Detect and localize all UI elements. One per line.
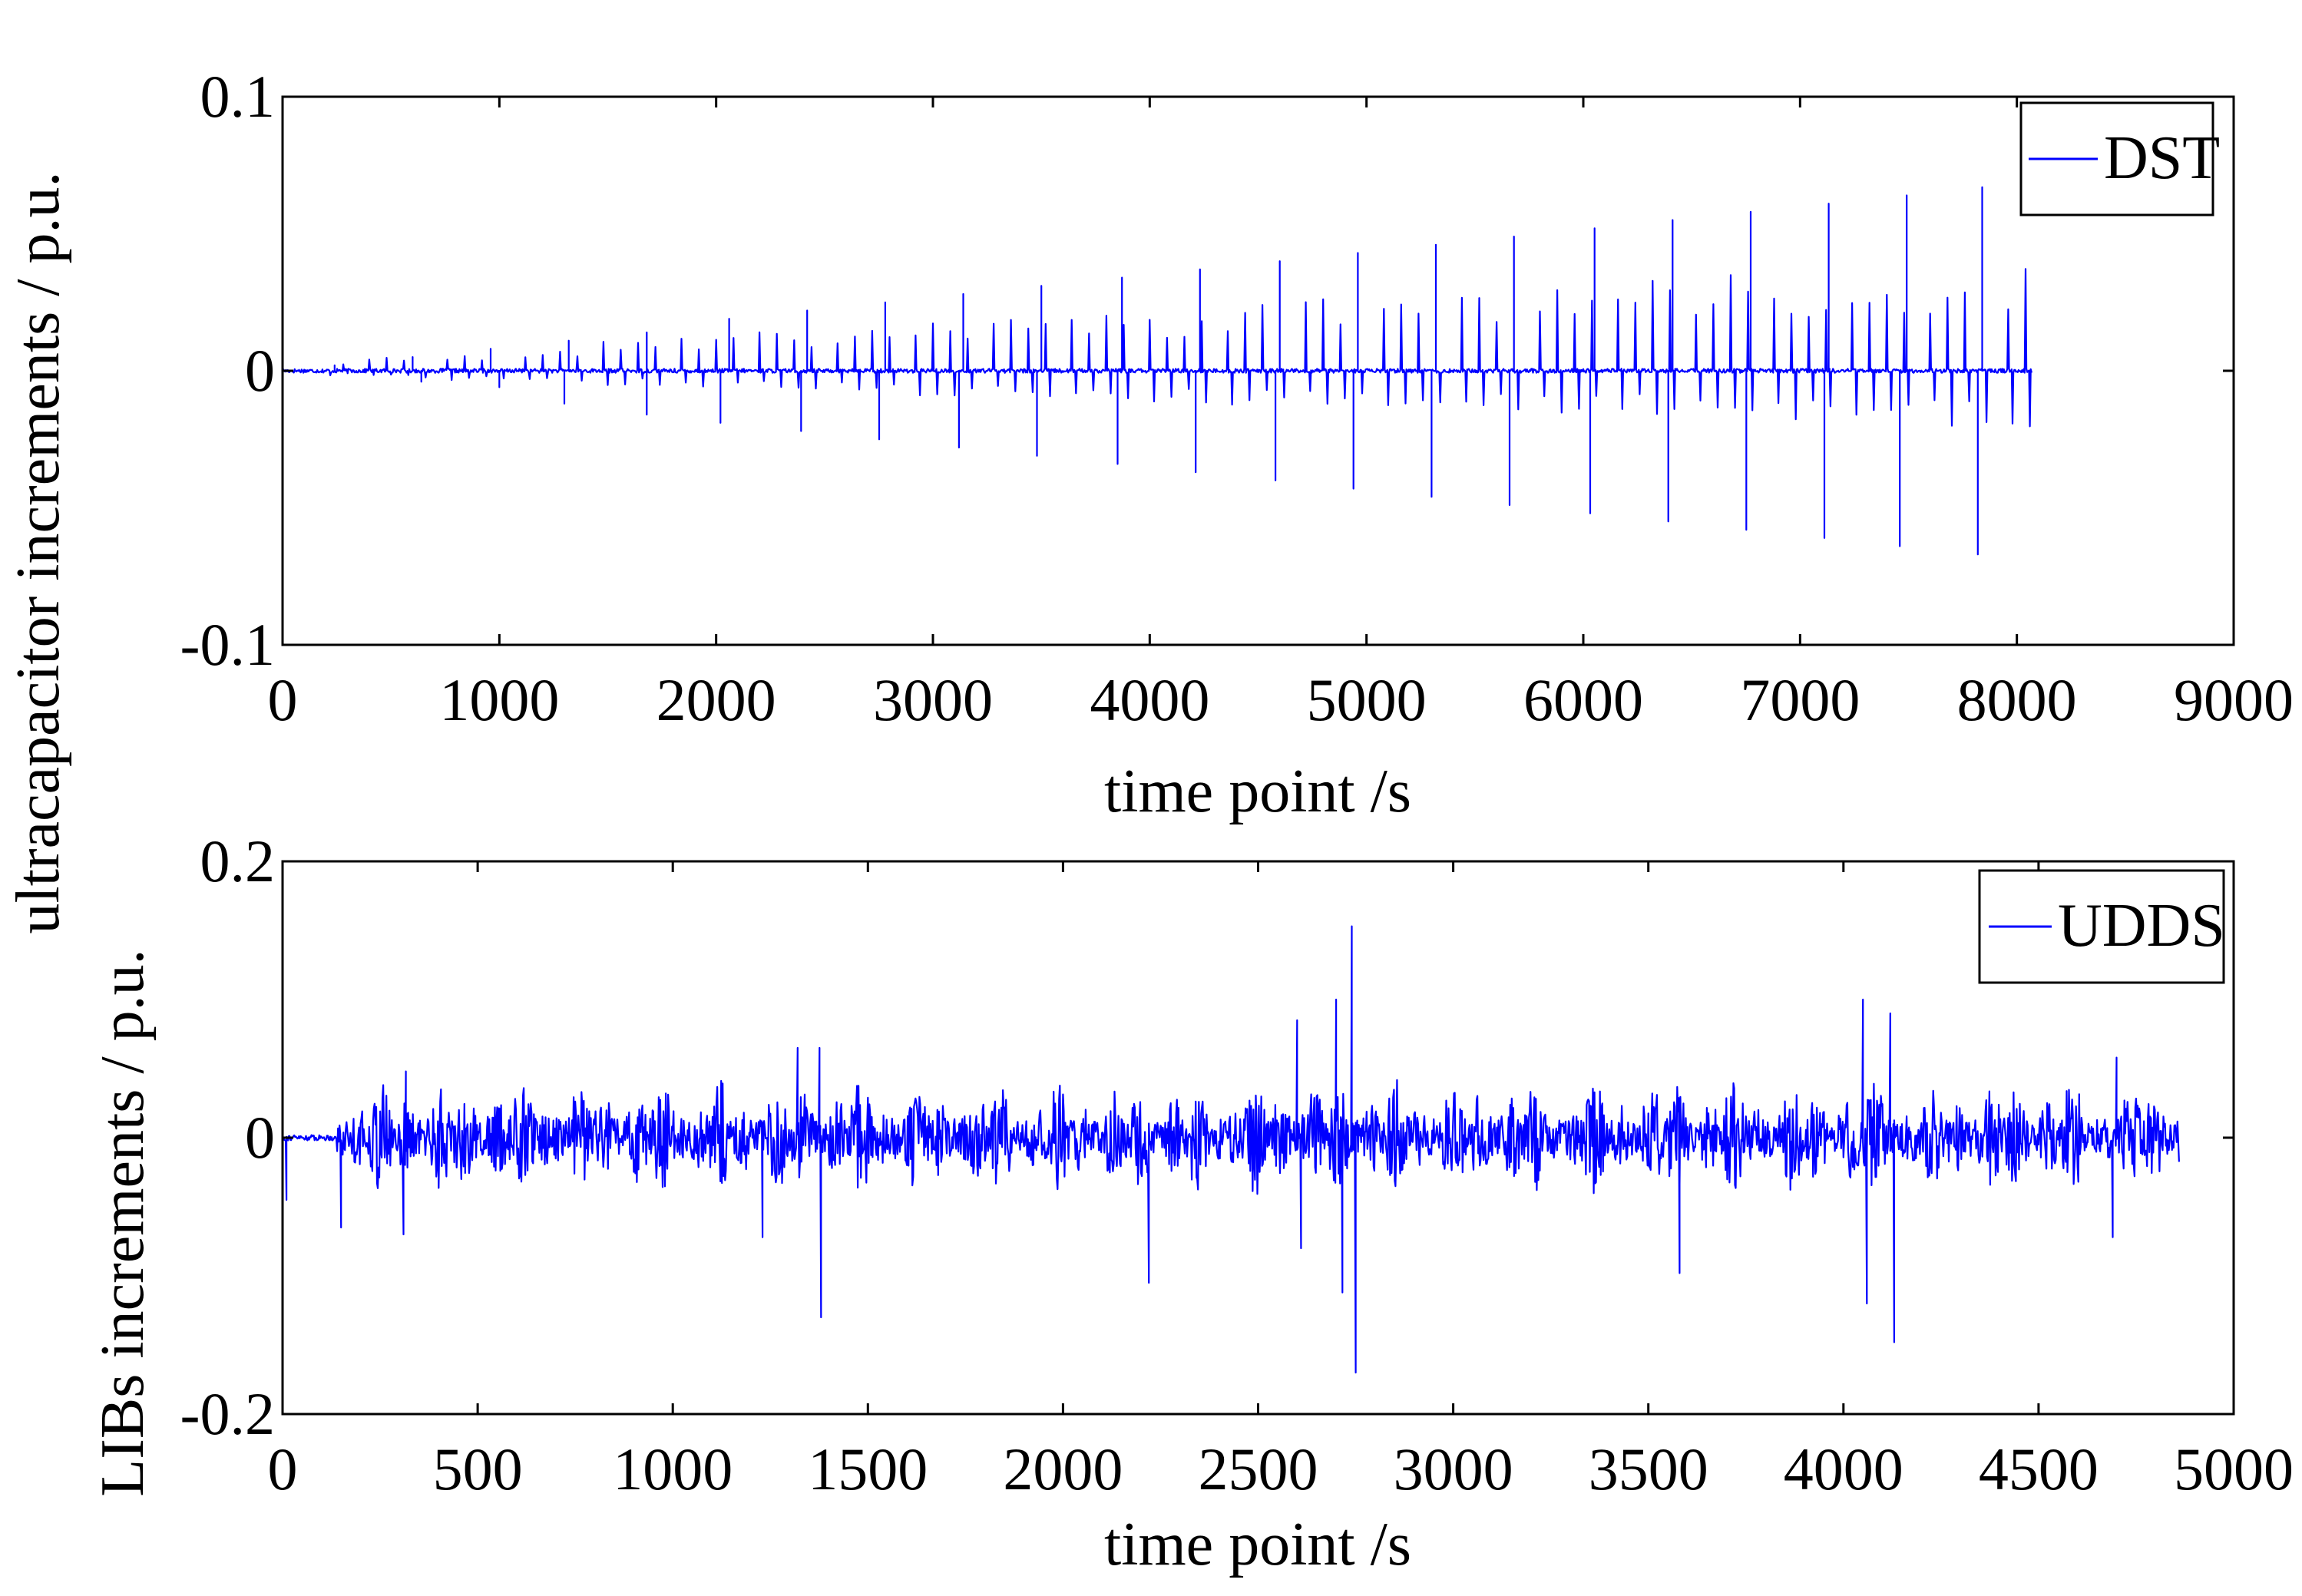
udds-axis-ticks: 0 500 1000 1500 2000 2500 3000 3500 4000 4500 5000… [180,828,2294,1502]
dst-x-tick-label: 3000 [873,666,993,733]
udds-x-tick-label: 3500 [1589,1436,1708,1502]
dst-x-axis-label: time point /s [1104,758,1411,825]
udds-y-axis-label: LIBs increments / p.u. [89,949,157,1496]
udds-y-tick-label: 0.2 [200,828,276,894]
udds-x-tick-label: 4500 [1979,1436,2099,1502]
dst-x-tick-label: 0 [268,666,298,733]
udds-legend-label: UDDS [2058,892,2225,960]
dst-y-axis-label: ultracapacitor increments / p.u. [5,172,72,934]
dst-x-tick-label: 6000 [1523,666,1643,733]
udds-x-tick-label: 5000 [2174,1436,2294,1502]
udds-series-path [282,925,2180,1374]
dst-x-tick-label: 5000 [1307,666,1427,733]
dst-axis-ticks: 0 1000 2000 3000 4000 5000 6000 7000 8000 9000 -0.… [180,63,2294,733]
dst-x-tick-label: 4000 [1090,666,1209,733]
dst-x-tick-label: 2000 [657,666,776,733]
dst-x-tick-label: 9000 [2174,666,2294,733]
udds-x-tick-label: 2000 [1003,1436,1123,1502]
dst-chart: 0 1000 2000 3000 4000 5000 6000 7000 8000 9000 -0.… [180,63,2294,825]
udds-legend: UDDS [1978,869,2225,984]
udds-x-tick-label: 500 [433,1436,523,1502]
udds-x-tick-label: 4000 [1784,1436,1903,1502]
udds-x-tick-label: 1500 [808,1436,928,1502]
udds-series-line [282,925,2180,1374]
udds-x-axis-label: time point /s [1104,1511,1411,1578]
udds-y-tick-label: 0 [245,1104,275,1171]
dst-series-line [281,186,2032,556]
udds-x-tick-label: 3000 [1394,1436,1513,1502]
dst-legend-label: DST [2104,124,2220,192]
dst-y-tick-label: -0.1 [180,611,275,678]
dst-x-tick-label: 8000 [1957,666,2077,733]
dst-series-path [281,186,2032,556]
udds-x-tick-label: 0 [268,1436,298,1502]
dst-y-tick-label: 0 [245,337,275,404]
udds-chart: 0 500 1000 1500 2000 2500 3000 3500 4000 4500 5000… [180,828,2294,1578]
udds-x-tick-label: 2500 [1199,1436,1318,1502]
dst-legend: DST [2019,101,2220,216]
dst-y-tick-label: 0.1 [200,63,276,130]
dst-x-tick-label: 7000 [1740,666,1860,733]
dst-x-tick-label: 1000 [439,666,559,733]
udds-x-tick-label: 1000 [613,1436,733,1502]
udds-y-tick-label: -0.2 [180,1380,275,1447]
